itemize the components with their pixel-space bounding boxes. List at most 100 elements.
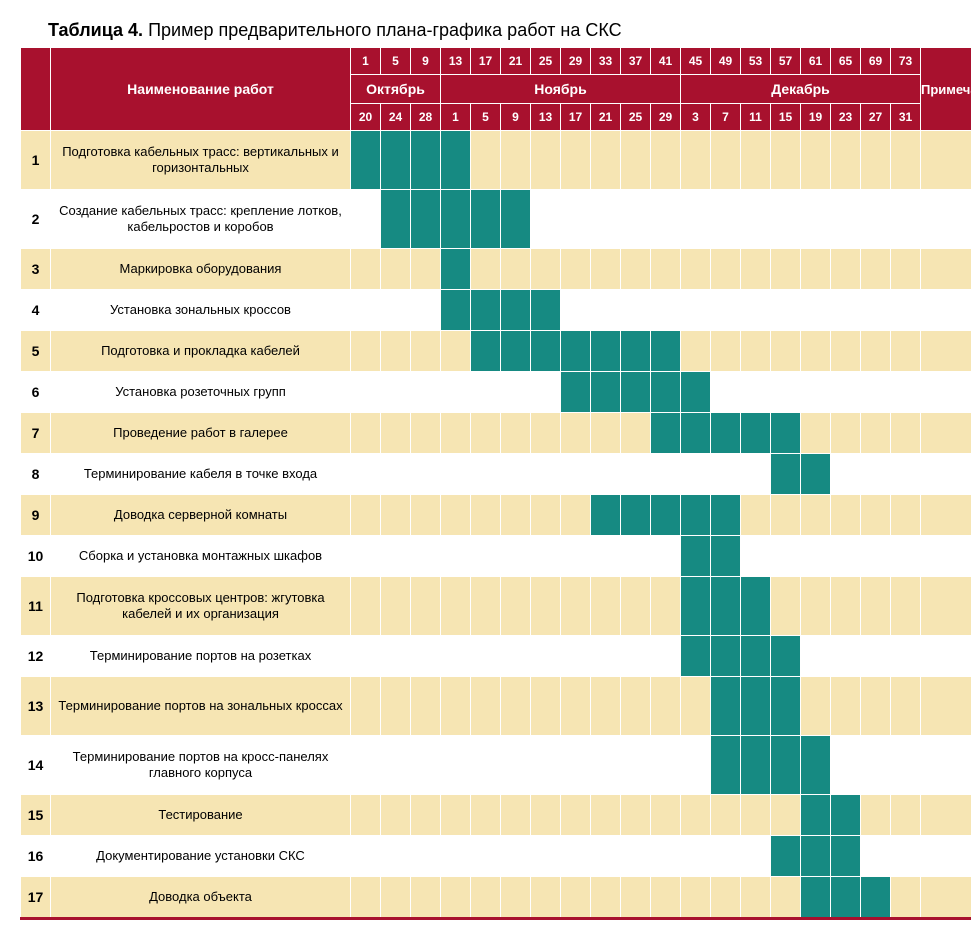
note-cell: [921, 454, 971, 495]
gantt-cell: [381, 636, 411, 677]
header-day: 49: [711, 48, 741, 75]
note-cell: [921, 413, 971, 454]
gantt-cell: [591, 636, 621, 677]
gantt-cell: [411, 636, 441, 677]
gantt-cell-filled: [591, 495, 621, 536]
row-number: 8: [21, 454, 51, 495]
gantt-cell: [381, 331, 411, 372]
gantt-cell: [771, 877, 801, 919]
gantt-cell: [801, 249, 831, 290]
row-number: 9: [21, 495, 51, 536]
gantt-cell: [351, 454, 381, 495]
task-name-cell: Подготовка кабельных трасс: вертикальных…: [51, 131, 351, 190]
row-number: 10: [21, 536, 51, 577]
gantt-cell: [351, 190, 381, 249]
header-day: 57: [771, 48, 801, 75]
table-row: 6Установка розеточных групп: [21, 372, 971, 413]
table-row: 14Терминирование портов на кросс-панелях…: [21, 736, 971, 795]
gantt-cell: [681, 331, 711, 372]
table-row: 7Проведение работ в галерее: [21, 413, 971, 454]
task-name-cell: Подготовка и прокладка кабелей: [51, 331, 351, 372]
row-number: 5: [21, 331, 51, 372]
header-note: Примечание: [921, 48, 971, 131]
gantt-cell-filled: [471, 331, 501, 372]
gantt-cell: [381, 413, 411, 454]
header-day: 53: [741, 48, 771, 75]
note-cell: [921, 577, 971, 636]
header-date: 25: [621, 104, 651, 131]
gantt-cell: [411, 736, 441, 795]
table-row: 4Установка зональных кроссов: [21, 290, 971, 331]
gantt-cell: [351, 577, 381, 636]
gantt-cell: [831, 495, 861, 536]
gantt-cell: [651, 795, 681, 836]
header-month: Ноябрь: [441, 75, 681, 104]
gantt-cell: [801, 290, 831, 331]
gantt-cell-filled: [501, 290, 531, 331]
gantt-cell: [711, 290, 741, 331]
header-date: 27: [861, 104, 891, 131]
gantt-cell: [861, 577, 891, 636]
header-date: 21: [591, 104, 621, 131]
gantt-cell: [561, 636, 591, 677]
gantt-cell: [831, 454, 861, 495]
header-day: 5: [381, 48, 411, 75]
table-row: 5Подготовка и прокладка кабелей: [21, 331, 971, 372]
header-day: 37: [621, 48, 651, 75]
gantt-cell-filled: [621, 331, 651, 372]
task-name-cell: Доводка серверной комнаты: [51, 495, 351, 536]
row-number: 13: [21, 677, 51, 736]
header-date: 13: [531, 104, 561, 131]
gantt-cell-filled: [621, 372, 651, 413]
gantt-cell: [411, 577, 441, 636]
gantt-cell: [831, 536, 861, 577]
gantt-cell: [681, 736, 711, 795]
header-day: 73: [891, 48, 921, 75]
gantt-cell: [381, 495, 411, 536]
header-day: 65: [831, 48, 861, 75]
task-name-cell: Установка зональных кроссов: [51, 290, 351, 331]
gantt-cell: [801, 131, 831, 190]
note-cell: [921, 290, 971, 331]
header-date: 15: [771, 104, 801, 131]
gantt-cell-filled: [441, 190, 471, 249]
gantt-cell: [441, 495, 471, 536]
header-day: 17: [471, 48, 501, 75]
row-number: 7: [21, 413, 51, 454]
gantt-cell: [861, 536, 891, 577]
gantt-cell-filled: [771, 677, 801, 736]
gantt-cell: [531, 249, 561, 290]
row-number: 15: [21, 795, 51, 836]
gantt-cell: [531, 495, 561, 536]
gantt-table: Наименование работ1591317212529333741454…: [20, 47, 971, 920]
header-date: 23: [831, 104, 861, 131]
row-number: 17: [21, 877, 51, 919]
gantt-cell: [591, 413, 621, 454]
gantt-cell: [771, 249, 801, 290]
gantt-cell: [771, 131, 801, 190]
note-cell: [921, 836, 971, 877]
gantt-cell: [741, 454, 771, 495]
gantt-cell-filled: [711, 736, 741, 795]
gantt-cell: [351, 877, 381, 919]
gantt-cell: [831, 677, 861, 736]
header-day: 1: [351, 48, 381, 75]
gantt-cell: [801, 636, 831, 677]
gantt-cell: [891, 290, 921, 331]
gantt-cell: [531, 577, 561, 636]
gantt-cell: [531, 190, 561, 249]
gantt-cell: [771, 495, 801, 536]
gantt-cell: [621, 736, 651, 795]
gantt-cell-filled: [681, 577, 711, 636]
gantt-cell: [651, 677, 681, 736]
gantt-cell: [411, 877, 441, 919]
row-number: 6: [21, 372, 51, 413]
header-date: 1: [441, 104, 471, 131]
title-label: Таблица 4.: [48, 20, 143, 40]
task-name-cell: Терминирование портов на зональных кросс…: [51, 677, 351, 736]
gantt-cell: [801, 372, 831, 413]
gantt-cell: [891, 454, 921, 495]
gantt-cell: [411, 372, 441, 413]
gantt-cell: [831, 331, 861, 372]
gantt-cell: [591, 677, 621, 736]
